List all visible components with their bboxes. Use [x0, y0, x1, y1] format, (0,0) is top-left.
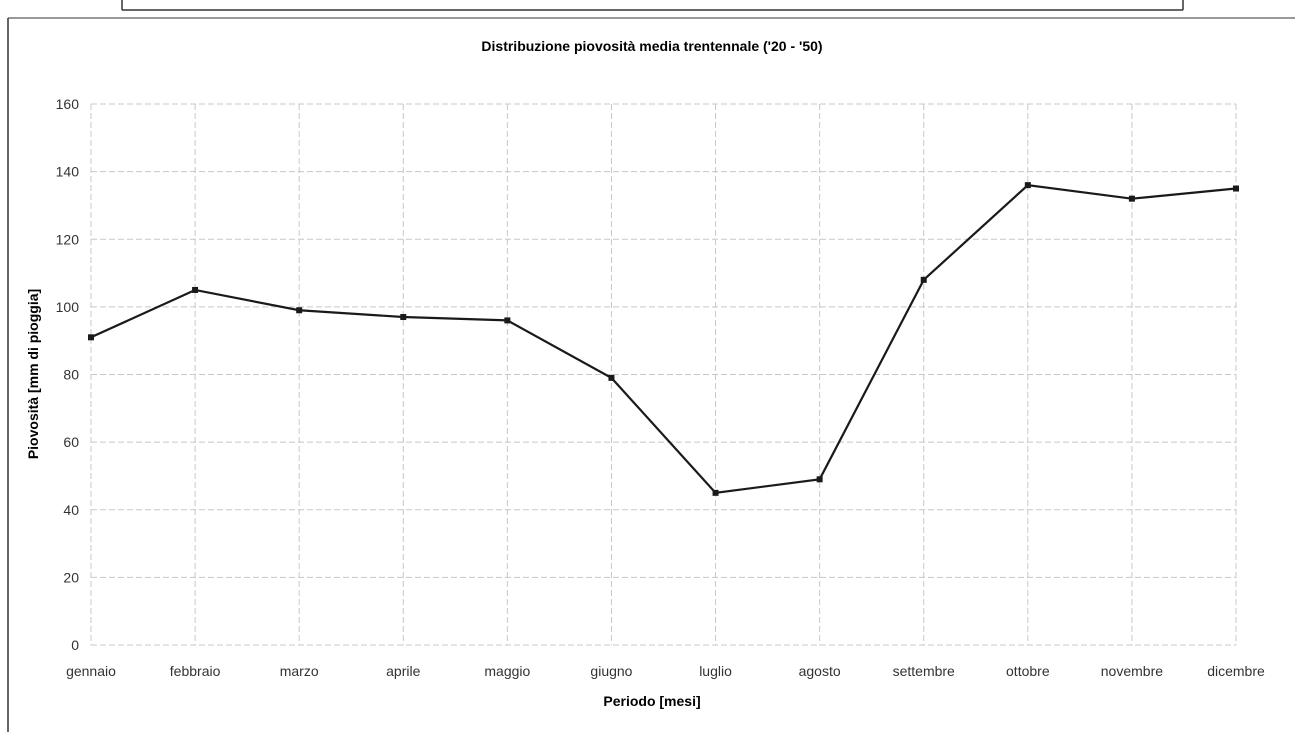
data-point — [504, 317, 511, 324]
x-tick-label: dicembre — [1207, 663, 1265, 679]
x-tick-label: agosto — [799, 663, 841, 679]
data-point — [1233, 185, 1239, 192]
y-tick-label: 120 — [56, 231, 80, 247]
data-point — [400, 314, 407, 321]
x-tick-label: febbraio — [170, 663, 221, 679]
data-point — [608, 374, 615, 381]
chart-title: Distribuzione piovosità media trentennal… — [481, 38, 822, 54]
x-tick-label: marzo — [280, 663, 319, 679]
y-tick-label: 160 — [56, 96, 80, 112]
data-point — [1128, 195, 1135, 202]
y-tick-label: 60 — [63, 434, 79, 450]
x-tick-label: novembre — [1101, 663, 1163, 679]
y-tick-labels: 0 20 40 60 80 100 120 140 160 — [56, 96, 80, 653]
y-tick-label: 80 — [63, 367, 79, 383]
x-tick-label: giugno — [590, 663, 632, 679]
x-axis-title: Periodo [mesi] — [603, 693, 700, 709]
x-tick-label: luglio — [699, 663, 732, 679]
data-point — [192, 286, 199, 293]
grid-layer — [90, 103, 1237, 646]
x-tick-labels: gennaio febbraio marzo aprile maggio giugno lu… — [66, 663, 1265, 679]
y-tick-label: 100 — [56, 299, 80, 315]
y-tick-label: 0 — [71, 637, 79, 653]
data-point — [712, 489, 719, 496]
data-point — [920, 276, 927, 283]
y-tick-label: 40 — [63, 502, 79, 518]
x-tick-label: ottobre — [1006, 663, 1050, 679]
x-tick-label: maggio — [484, 663, 530, 679]
x-tick-label: gennaio — [66, 663, 116, 679]
data-point — [816, 476, 823, 483]
x-tick-label: aprile — [386, 663, 420, 679]
y-tick-label: 20 — [63, 569, 79, 585]
x-tick-label: settembre — [893, 663, 955, 679]
y-axis-title: Piovosità [mm di pioggia] — [25, 289, 41, 459]
data-point — [296, 307, 303, 314]
series-line — [90, 183, 1237, 495]
y-tick-label: 140 — [56, 164, 80, 180]
data-point — [88, 334, 94, 341]
series-layer — [88, 182, 1239, 496]
data-point — [1024, 182, 1031, 189]
